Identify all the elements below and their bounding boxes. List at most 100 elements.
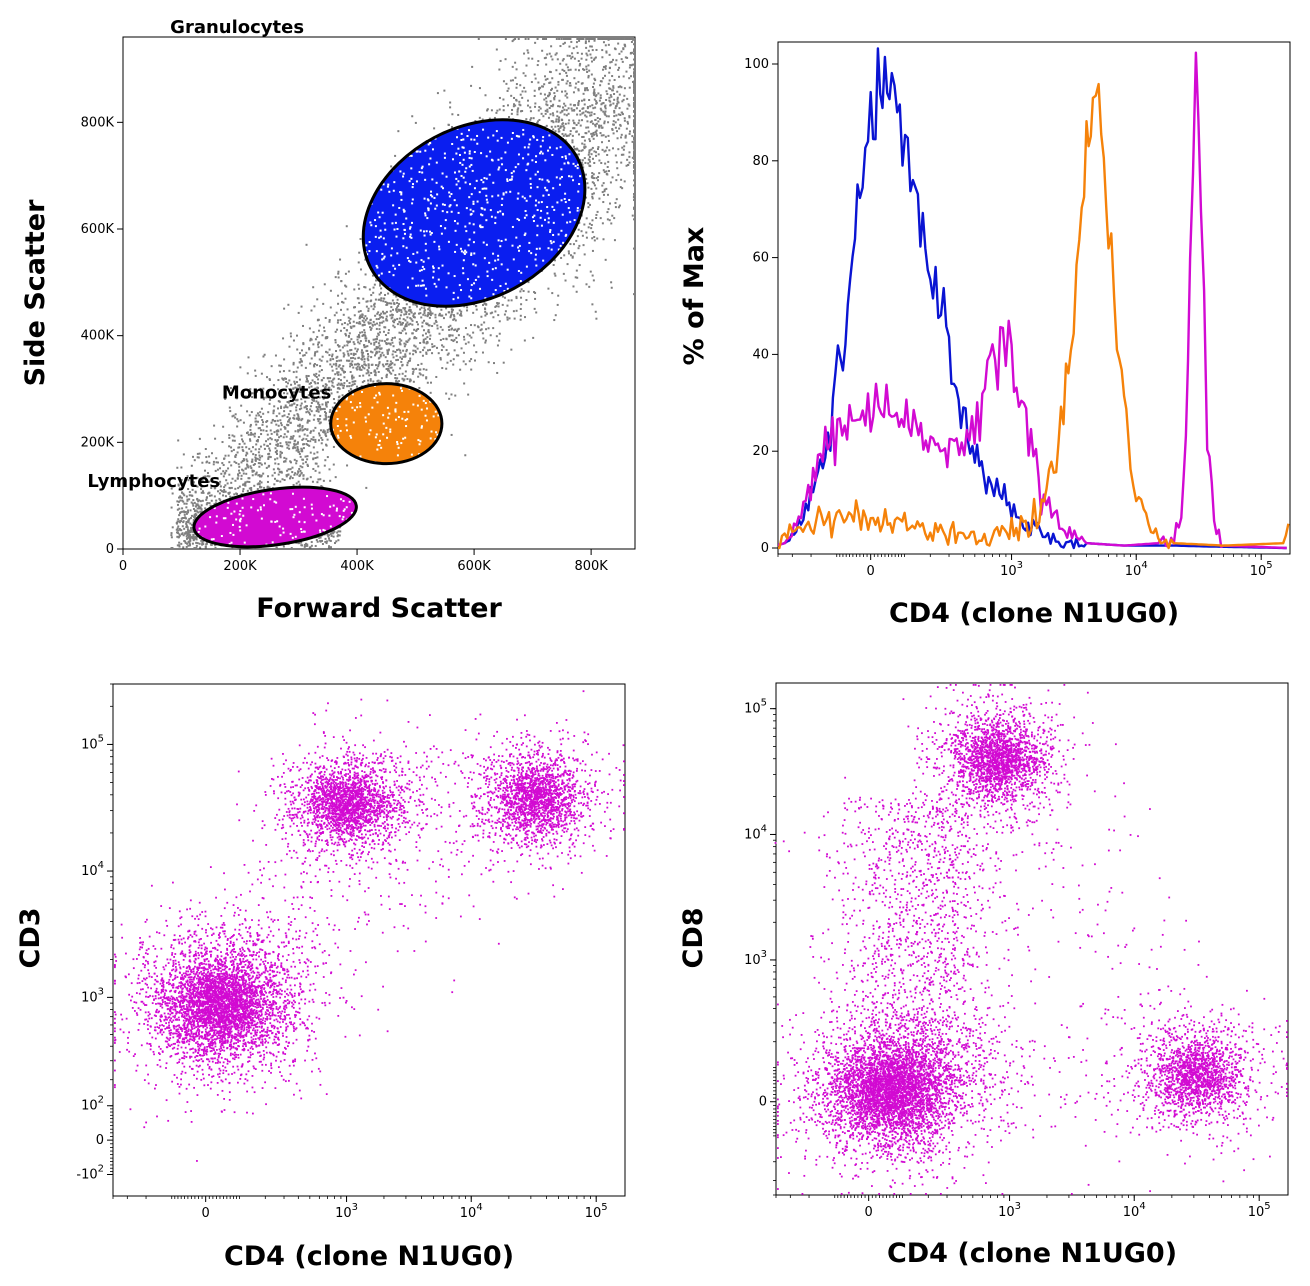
panel-a-event-dot <box>602 101 605 104</box>
panel-a-event-dot <box>566 80 569 83</box>
panel-a-event-dot <box>263 396 266 399</box>
panel-a-event-dot <box>524 38 527 40</box>
panel-a-event-dot <box>569 243 572 246</box>
panel-a-event-dot <box>241 446 244 449</box>
panel-a-event-dot <box>380 347 383 350</box>
panel-a-event-dot <box>316 456 319 459</box>
panel-a-event-dot <box>592 131 595 134</box>
panel-a-event-dot <box>590 187 593 190</box>
panel-a-event-dot <box>357 261 360 264</box>
panel-a-event-dot <box>399 321 402 324</box>
panel-a-event-dot <box>472 331 475 334</box>
panel-a-event-dot <box>382 330 385 333</box>
panel-a-event-dot <box>370 305 373 308</box>
panel-a-event-dot <box>409 359 412 362</box>
panel-a-event-dot <box>571 109 574 112</box>
panel-a-event-dot <box>309 431 312 434</box>
panel-a-event-dot <box>288 447 291 450</box>
panel-a-event-dot <box>593 184 596 187</box>
panel-a-event-dot <box>633 131 635 134</box>
panel-a-event-dot <box>434 316 437 319</box>
panel-a-event-dot <box>309 413 312 416</box>
panel-a-event-dot <box>585 58 588 61</box>
panel-a-event-dot <box>385 374 388 377</box>
panel-a-event-dot <box>344 297 347 300</box>
panel-a-event-dot <box>396 301 399 304</box>
panel-a-event-dot <box>422 340 425 343</box>
panel-a-event-dot <box>470 368 473 371</box>
panel-a-event-dot <box>552 263 555 266</box>
panel-a-event-dot <box>298 429 301 432</box>
panel-a-event-dot <box>558 119 561 122</box>
panel-a-event-dot <box>297 415 300 418</box>
panel-a-event-dot <box>452 340 455 343</box>
panel-a-event-dot <box>507 299 510 302</box>
panel-a-event-dot <box>593 150 596 153</box>
panel-a-event-dot <box>581 82 584 85</box>
panel-a-event-dot <box>633 123 635 126</box>
panel-a-event-dot <box>274 438 277 441</box>
panel-a-event-dot <box>328 411 331 414</box>
panel-a-event-dot <box>495 335 498 338</box>
panel-a-event-dot <box>442 337 445 340</box>
panel-a-event-dot <box>416 305 419 308</box>
panel-a-event-dot <box>414 349 417 352</box>
panel-a-event-dot <box>603 122 606 125</box>
panel-a-event-dot <box>582 135 585 138</box>
panel-a-event-dot <box>222 470 225 473</box>
panel-a-event-dot <box>460 347 463 350</box>
panel-a-event-dot <box>298 452 301 455</box>
panel-a-event-dot <box>562 129 565 132</box>
panel-a-event-dot <box>431 345 434 348</box>
panel-a-event-dot <box>598 197 601 200</box>
panel-a-event-dot <box>320 344 323 347</box>
panel-a-event-dot <box>312 429 315 432</box>
panel-a-event-dot <box>238 472 241 475</box>
panel-a-event-dot <box>562 134 565 137</box>
panel-a-event-dot <box>250 489 253 492</box>
panel-a-event-dot <box>565 74 568 77</box>
panel-a-event-dot <box>379 380 382 383</box>
panel-a-event-dot <box>633 101 635 104</box>
panel-a-event-dot <box>195 547 198 549</box>
panel-a-event-dot <box>259 429 262 432</box>
panel-a-event-dot <box>346 323 349 326</box>
panel-a-event-dot <box>424 332 427 335</box>
panel-a-event-dot <box>171 526 174 529</box>
panel-a-event-dot <box>577 69 580 72</box>
panel-a-event-dot <box>506 318 509 321</box>
panel-a-event-dot <box>275 415 278 418</box>
panel-a-event-dot <box>572 47 575 50</box>
panel-a-event-dot <box>487 361 490 364</box>
panel-a-event-dot <box>588 203 591 206</box>
panel-a-event-dot <box>263 486 266 489</box>
panel-a-event-dot <box>310 438 313 441</box>
panel-a-event-dot <box>192 507 195 510</box>
panel-a-event-dot <box>330 392 333 395</box>
panel-a-event-dot <box>289 335 292 338</box>
panel-a-event-dot <box>576 113 579 116</box>
panel-a-event-dot <box>345 225 348 228</box>
panel-a-event-dot <box>317 329 320 332</box>
panel-a-event-dot <box>605 98 608 101</box>
panel-a-event-dot <box>268 447 271 450</box>
panel-a-event-dot <box>378 344 381 347</box>
panel-a-event-dot <box>483 321 486 324</box>
panel-a-event-dot <box>281 415 284 418</box>
panel-a-event-dot <box>329 377 332 380</box>
panel-a-event-dot <box>335 356 338 359</box>
panel-a-event-dot <box>317 420 320 423</box>
panel-a-event-dot <box>366 300 369 303</box>
panel-a-event-dot <box>250 487 253 490</box>
panel-a-event-dot <box>257 451 260 454</box>
panel-a-event-dot <box>336 387 339 390</box>
panel-a-event-dot <box>377 379 380 382</box>
panel-a-event-dot <box>424 309 427 312</box>
panel-a-event-dot <box>604 74 607 77</box>
panel-a-event-dot <box>618 38 621 40</box>
panel-a-event-dot <box>298 352 301 355</box>
panel-a-event-dot <box>481 351 484 354</box>
panel-a-event-dot <box>233 493 236 496</box>
panel-a-event-dot <box>323 430 326 433</box>
panel-a-event-dot <box>185 502 188 505</box>
